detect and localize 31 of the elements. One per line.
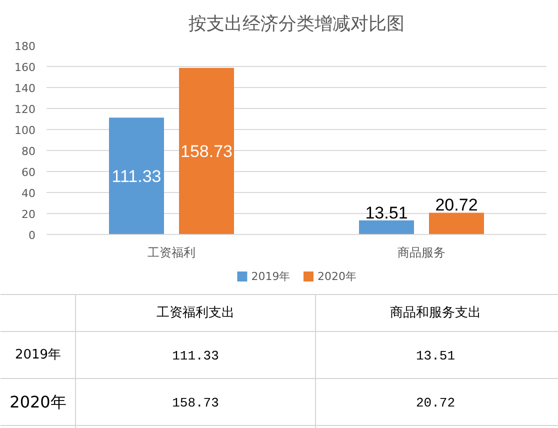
text: 2020年 [10,392,66,412]
text: 商品和服务支出 [390,306,481,320]
bar [109,118,164,234]
y-tick-label: 40 [22,187,36,200]
annotation: 158.73 [180,142,232,162]
annotation: 20.72 [435,196,478,215]
annotation: 111.33 [112,167,162,186]
x-tick-label: 商品服务 [398,246,446,260]
data-label: 111.33 [172,348,219,364]
text: 工资福利支出 [156,306,234,320]
annotation: 13.51 [365,203,408,222]
legend-label: 2019年 [251,270,290,283]
y-tick-label: 160 [14,61,36,74]
data-label: 20.72 [416,396,456,410]
y-tick-label: 60 [22,166,36,179]
y-tick-label: 180 [14,40,36,53]
legend-label: 2020年 [318,270,356,283]
chart-title: 按支出经济分类增减对比图 [188,14,404,34]
y-tick-label: 100 [14,124,36,137]
y-tick-label: 140 [14,82,36,95]
text: 2019年 [14,348,62,362]
data-label: 13.51 [416,348,456,364]
data-label: 158.73 [172,396,219,410]
y-tick-label: 20 [22,208,36,221]
bar [359,220,414,234]
x-tick-label: 工资福利 [148,246,196,260]
bar [179,68,234,234]
y-tick-label: 80 [22,145,36,158]
y-tick-label: 120 [14,103,36,116]
y-tick-label: 0 [28,229,36,242]
bar [429,212,484,234]
